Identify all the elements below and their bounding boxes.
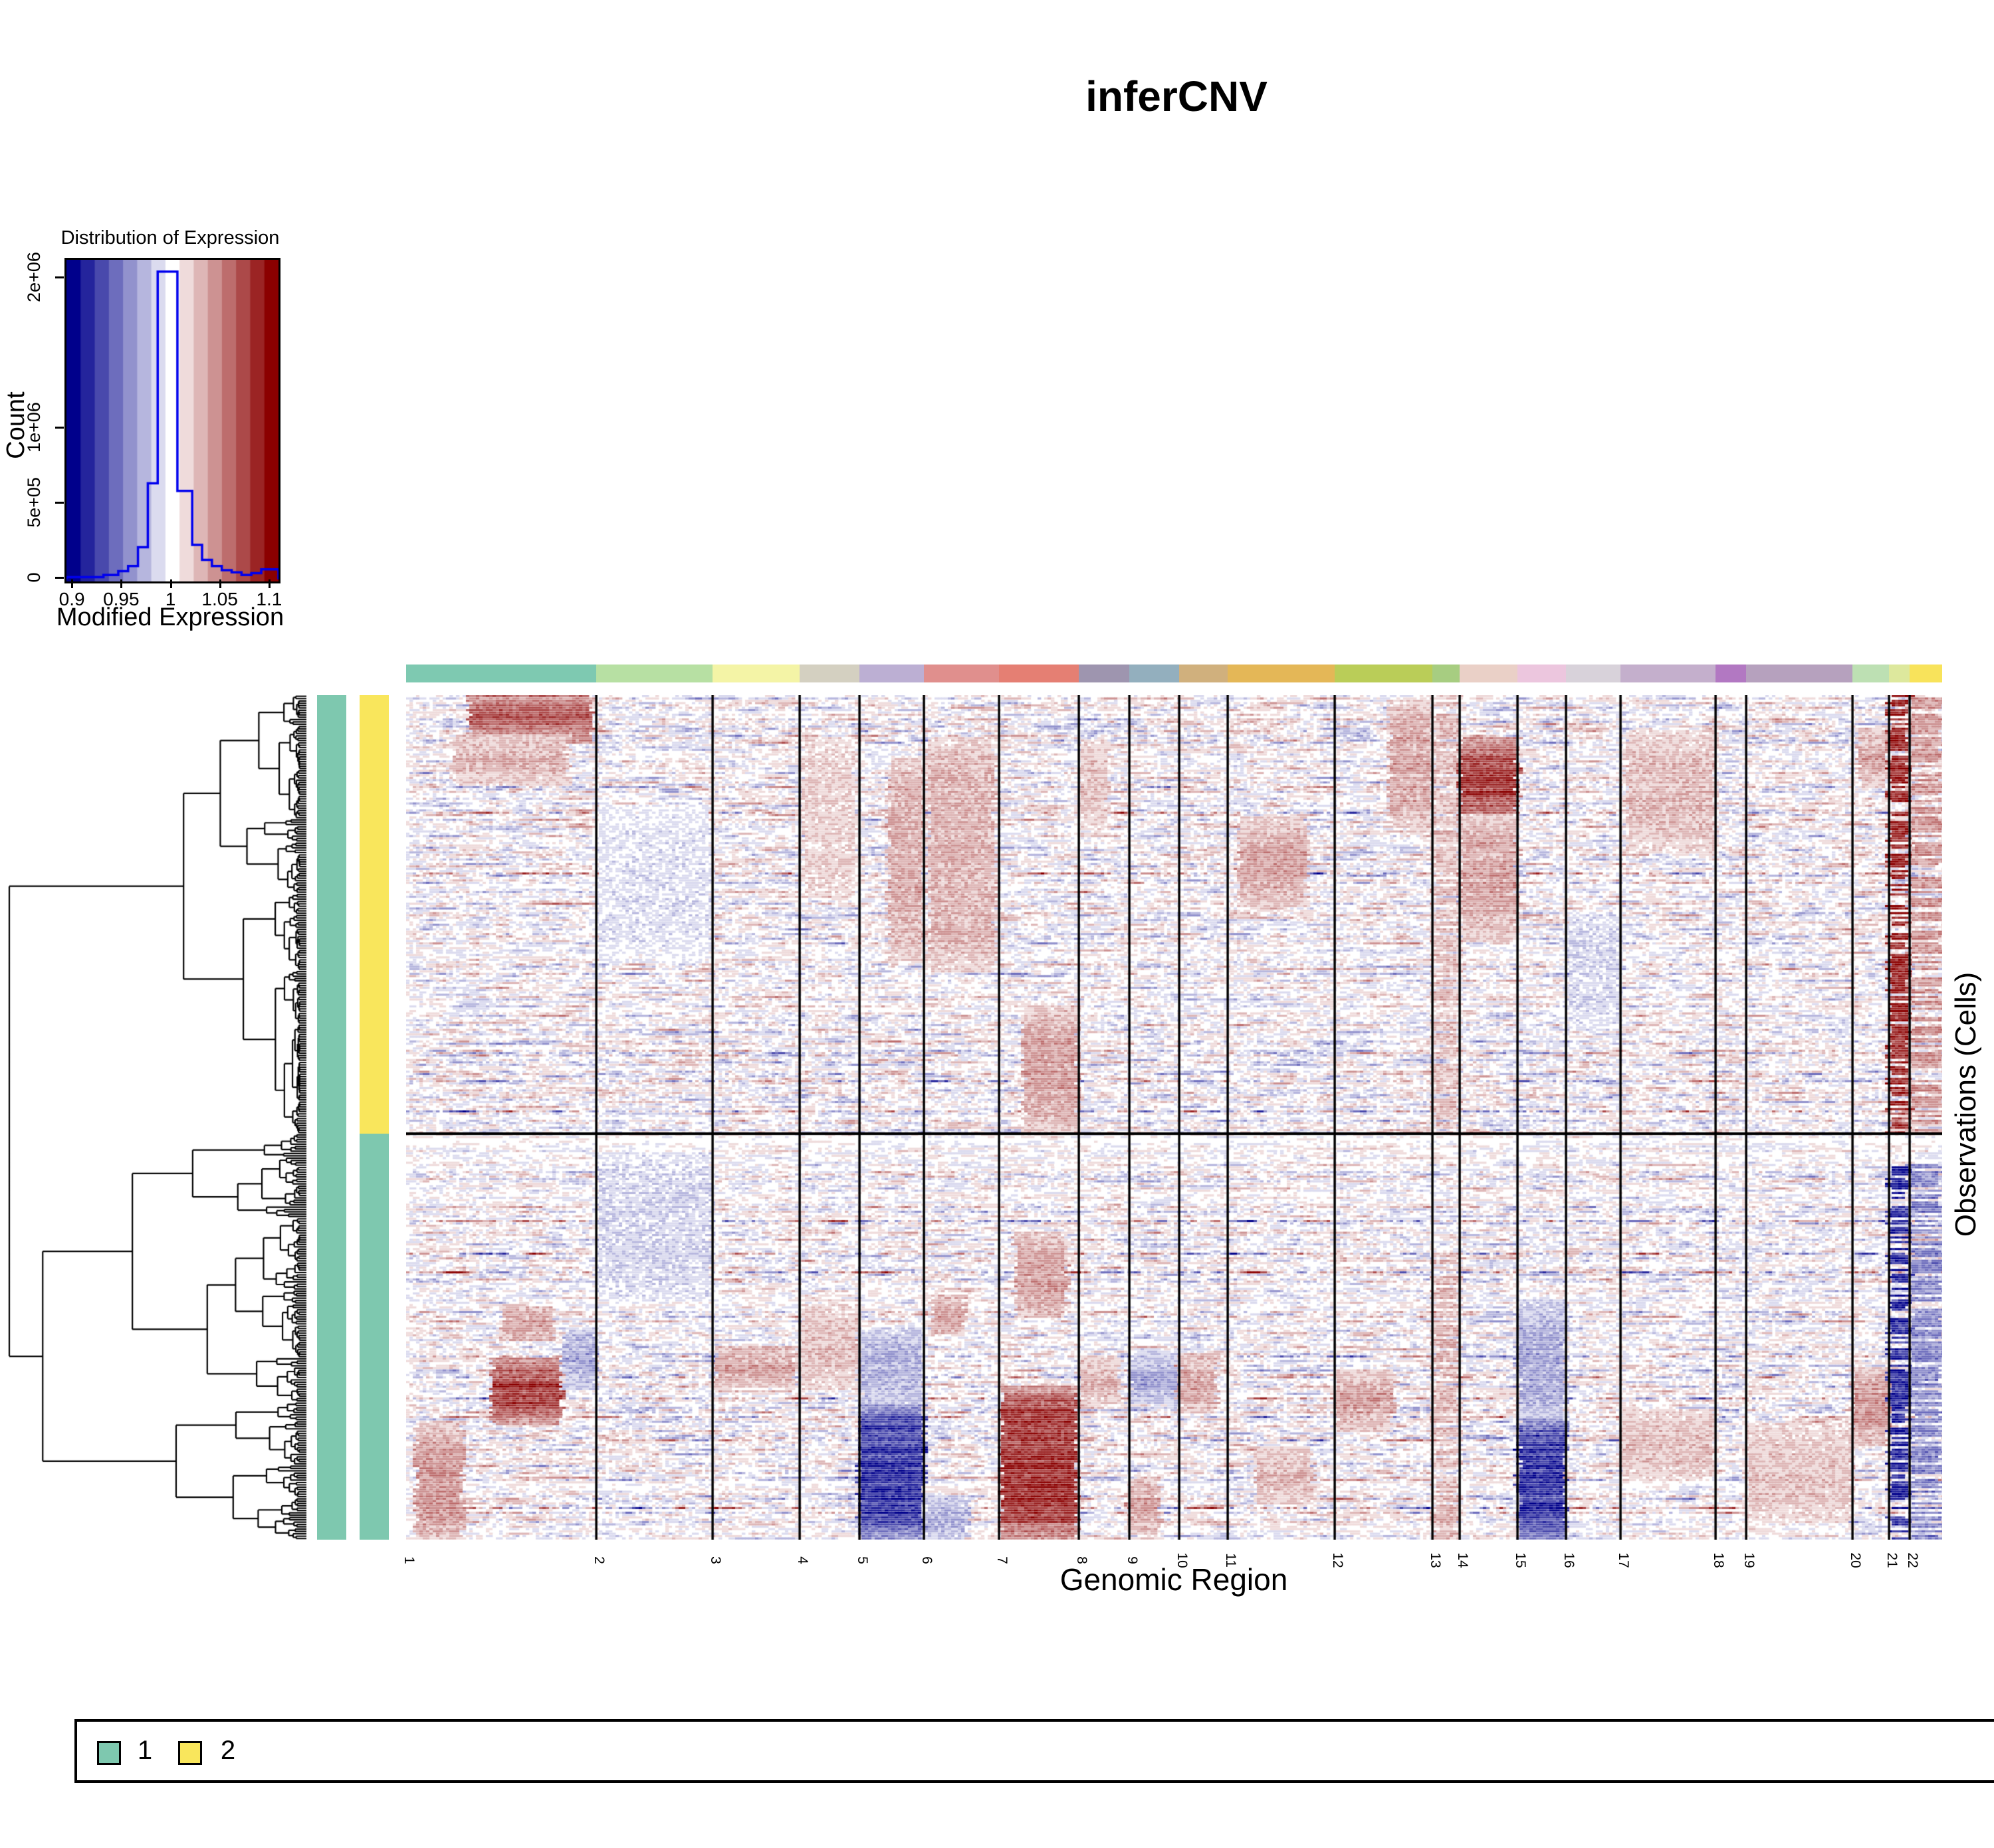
annotation-bar-all-observations [317, 695, 346, 1540]
expression-legend-title: Distribution of Expression [60, 227, 280, 249]
chr-label-22: 22 [1905, 1552, 1920, 1568]
heatmap-canvas [406, 695, 1942, 1540]
hist-x-tick-label: 1.05 [201, 589, 238, 609]
hist-x-tick [268, 579, 271, 588]
chr-band-13 [1432, 665, 1460, 682]
chr-label-15: 15 [1513, 1552, 1528, 1568]
chromosome-color-strip [406, 665, 1942, 682]
group-2-swatch [178, 1741, 202, 1765]
chr-band-11 [1228, 665, 1335, 682]
figure-title: inferCNV [1085, 72, 1268, 120]
annotation-bar-cluster-2 [360, 695, 389, 1134]
chr-band-15 [1517, 665, 1566, 682]
hist-y-tick-label: 1e+06 [24, 402, 44, 453]
chr-band-16 [1566, 665, 1620, 682]
x-axis-title: Genomic Region [1059, 1562, 1288, 1597]
chr-band-6 [924, 665, 999, 682]
group-2-label: 2 [220, 1736, 236, 1765]
hist-x-tick [169, 579, 172, 588]
chr-band-20 [1852, 665, 1889, 682]
chr-band-14 [1460, 665, 1517, 682]
chr-band-3 [713, 665, 800, 682]
hist-x-tick-label: 1.1 [256, 589, 282, 609]
chr-band-19 [1746, 665, 1852, 682]
chr-band-1 [406, 665, 596, 682]
chr-label-16: 16 [1561, 1552, 1577, 1568]
chr-band-7 [999, 665, 1079, 682]
chr-label-20: 20 [1848, 1552, 1863, 1568]
chr-label-3: 3 [708, 1556, 723, 1564]
hist-x-tick-label: 0.95 [103, 589, 140, 609]
chr-label-19: 19 [1741, 1552, 1757, 1568]
group-1-swatch [97, 1741, 121, 1765]
hist-x-tick [120, 579, 123, 588]
hist-y-tick-label: 5e+05 [24, 477, 44, 528]
hist-x-tick-label: 1 [165, 589, 176, 609]
chr-label-18: 18 [1711, 1552, 1726, 1568]
hist-y-tick-label: 2e+06 [24, 252, 44, 302]
y-axis-title: Observations (Cells) [1949, 972, 1982, 1237]
chr-band-5 [859, 665, 924, 682]
chr-band-4 [800, 665, 859, 682]
hist-x-tick [219, 579, 221, 588]
chr-band-10 [1179, 665, 1228, 682]
chr-band-2 [596, 665, 713, 682]
hist-y-tick-label: 0 [24, 572, 44, 583]
chr-band-9 [1129, 665, 1179, 682]
modified-expression-axis-label: Modified Expression [56, 603, 284, 631]
chr-label-17: 17 [1616, 1552, 1631, 1568]
chr-band-12 [1335, 665, 1432, 682]
chr-band-8 [1079, 665, 1129, 682]
chr-label-2: 2 [592, 1556, 607, 1564]
chr-band-22 [1910, 665, 1942, 682]
expression-histogram-canvas [64, 258, 280, 583]
chr-band-17 [1620, 665, 1716, 682]
annotation-bar-cluster-1 [360, 1134, 389, 1540]
hist-x-tick [71, 579, 74, 588]
chr-band-21 [1889, 665, 1910, 682]
chr-label-1: 1 [401, 1556, 417, 1564]
hist-y-tick [55, 577, 64, 579]
hist-y-tick [55, 276, 64, 278]
groups-legend-box [74, 1719, 1994, 1783]
hist-y-tick [55, 501, 64, 504]
group-1-label: 1 [137, 1736, 153, 1765]
chr-band-18 [1716, 665, 1746, 682]
chr-label-4: 4 [795, 1556, 810, 1564]
hist-y-tick [55, 426, 64, 429]
hist-x-tick-label: 0.9 [58, 589, 85, 609]
dendrogram [8, 695, 307, 1540]
